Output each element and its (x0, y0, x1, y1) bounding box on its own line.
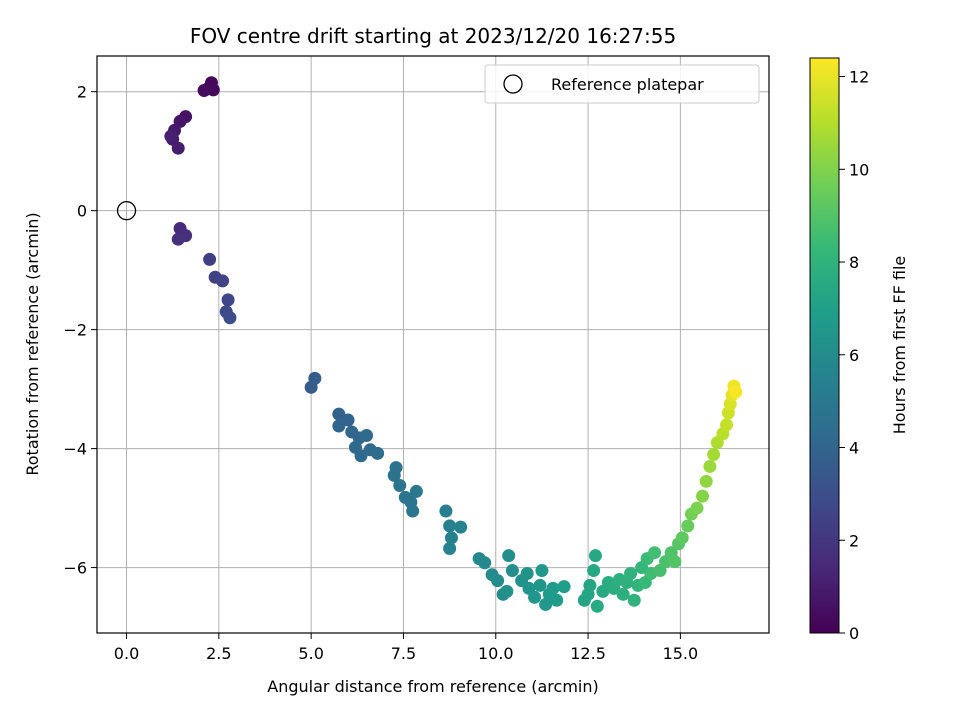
colorbar-tick-label: 2 (849, 531, 859, 550)
grid (97, 56, 769, 633)
scatter-point (443, 542, 457, 556)
scatter-point (539, 597, 553, 611)
scatter-point (206, 83, 220, 97)
colorbar-tick-label: 12 (849, 68, 869, 87)
y-axis-label: Rotation from reference (arcmin) (23, 212, 42, 475)
x-tick-label: 7.5 (391, 644, 416, 663)
scatter-point (668, 555, 682, 569)
scatter-point (505, 564, 519, 578)
scatter-point (439, 504, 453, 518)
y-tick-label: 0 (77, 202, 87, 221)
scatter-point (341, 413, 355, 427)
scatter-point (406, 504, 420, 518)
y-tick-label: −2 (63, 321, 87, 340)
scatter-point (387, 468, 401, 482)
x-axis-ticks: 0.0 2.5 5.0 7.5 10.0 12.5 15.0 (114, 633, 698, 663)
x-tick-label: 12.5 (570, 644, 606, 663)
legend-box (484, 64, 760, 104)
scatter-point (520, 567, 534, 581)
scatter-point (393, 478, 407, 492)
scatter-point (616, 587, 630, 601)
chart-title: FOV centre drift starting at 2023/12/20 … (190, 24, 676, 48)
y-tick-label: −4 (63, 440, 87, 459)
x-tick-label: 2.5 (206, 644, 231, 663)
scatter-point (203, 252, 217, 266)
x-tick-label: 0.0 (114, 644, 139, 663)
x-axis-label: Angular distance from reference (arcmin) (267, 677, 598, 696)
reference-platepar-marker (116, 201, 137, 221)
scatter-point (454, 520, 468, 534)
scatter-point (690, 501, 704, 515)
colorbar-tick-label: 4 (849, 439, 859, 458)
scatter-point (223, 311, 237, 325)
scatter-point (444, 531, 458, 545)
scatter-point (354, 449, 368, 463)
scatter-point (696, 489, 710, 503)
colorbar (809, 57, 840, 634)
scatter-point (371, 446, 385, 460)
scatter-point (729, 385, 743, 399)
scatter-point (197, 84, 211, 98)
colorbar-ticks: 0 2 4 6 8 10 12 (839, 68, 869, 643)
scatter-point (360, 429, 374, 443)
legend-marker (503, 74, 523, 94)
scatter-point (308, 371, 322, 385)
x-tick-label: 15.0 (663, 644, 699, 663)
scatter-point (491, 574, 505, 588)
legend: Reference platepar (484, 64, 760, 104)
scatter-point (478, 556, 492, 570)
scatter-point (557, 580, 571, 594)
scatter-point (590, 599, 604, 613)
scatter-point (332, 407, 346, 421)
y-tick-label: −6 (63, 559, 87, 578)
y-axis-ticks: −6 −4 −2 0 2 (63, 83, 97, 578)
scatter-point (583, 578, 597, 592)
scatter-point (164, 129, 178, 143)
scatter-point (699, 474, 713, 488)
scatter-point (707, 448, 721, 462)
scatter-point (588, 549, 602, 563)
scatter-point (681, 519, 695, 533)
plot-area-frame (96, 55, 770, 634)
scatter-point (535, 564, 549, 578)
scatter-point (648, 546, 662, 560)
colorbar-tick-label: 10 (849, 160, 869, 179)
legend-entry-reference: Reference platepar (551, 75, 704, 94)
colorbar-tick-label: 8 (849, 253, 859, 272)
colorbar-tick-label: 0 (849, 624, 859, 643)
scatter-point (720, 418, 734, 432)
scatter-point (587, 564, 601, 578)
scatter-point (550, 593, 564, 607)
scatter-point (443, 519, 457, 533)
x-tick-label: 10.0 (478, 644, 514, 663)
scatter-point (528, 590, 542, 604)
scatter-point (216, 274, 230, 288)
scatter-point (533, 578, 547, 592)
scatter-point (502, 549, 516, 563)
colorbar-label: Hours from first FF file (890, 256, 909, 435)
scatter-point (221, 293, 235, 307)
scatter-point (500, 584, 514, 598)
scatter-point (171, 232, 185, 246)
scatter-point (332, 419, 346, 433)
scatter-point (627, 593, 641, 607)
scatter-points (116, 76, 743, 613)
x-tick-label: 5.0 (298, 644, 323, 663)
scatter-point (703, 459, 717, 473)
scatter-point (546, 581, 560, 595)
colorbar-tick-label: 6 (849, 346, 859, 365)
scatter-point (624, 567, 638, 581)
y-tick-label: 2 (77, 83, 87, 102)
scatter-point (409, 484, 423, 498)
scatter-point (171, 141, 185, 155)
scatter-point (675, 531, 689, 545)
